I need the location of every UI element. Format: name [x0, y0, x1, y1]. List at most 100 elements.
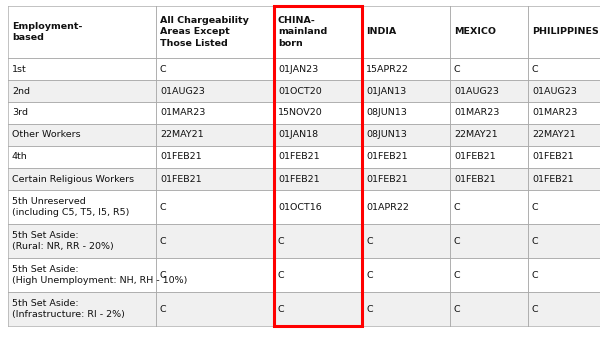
Text: 01AUG23: 01AUG23: [532, 87, 577, 95]
Text: MEXICO: MEXICO: [454, 27, 496, 37]
Text: Employment-
based: Employment- based: [12, 22, 82, 42]
Text: C: C: [366, 271, 373, 279]
Text: 01JAN13: 01JAN13: [366, 87, 406, 95]
Text: INDIA: INDIA: [366, 27, 396, 37]
Text: 08JUN13: 08JUN13: [366, 131, 407, 140]
Text: 01FEB21: 01FEB21: [366, 153, 407, 161]
Bar: [528, 102, 600, 124]
Text: C: C: [160, 202, 167, 211]
Text: 5th Set Aside:
(Rural: NR, RR - 20%): 5th Set Aside: (Rural: NR, RR - 20%): [12, 231, 114, 251]
Text: C: C: [454, 202, 461, 211]
Bar: [528, 58, 600, 80]
Bar: [450, 146, 528, 168]
Bar: [8, 224, 156, 258]
Text: 01MAR23: 01MAR23: [454, 108, 499, 118]
Text: C: C: [532, 237, 539, 246]
Bar: [450, 258, 528, 292]
Text: 01MAR23: 01MAR23: [532, 108, 577, 118]
Bar: [362, 292, 450, 326]
Text: 01FEB21: 01FEB21: [160, 153, 202, 161]
Bar: [362, 6, 450, 58]
Text: 01FEB21: 01FEB21: [532, 153, 574, 161]
Text: 4th: 4th: [12, 153, 28, 161]
Bar: [274, 168, 362, 190]
Bar: [450, 224, 528, 258]
Text: C: C: [160, 237, 167, 246]
Text: 15NOV20: 15NOV20: [278, 108, 323, 118]
Bar: [156, 102, 274, 124]
Bar: [156, 58, 274, 80]
Bar: [362, 224, 450, 258]
Bar: [274, 146, 362, 168]
Bar: [274, 6, 362, 58]
Text: 01FEB21: 01FEB21: [160, 174, 202, 184]
Text: 22MAY21: 22MAY21: [160, 131, 203, 140]
Text: 5th Set Aside:
(Infrastructure: RI - 2%): 5th Set Aside: (Infrastructure: RI - 2%): [12, 299, 125, 319]
Text: 1st: 1st: [12, 65, 27, 74]
Text: 01OCT16: 01OCT16: [278, 202, 322, 211]
Bar: [450, 292, 528, 326]
Text: 2nd: 2nd: [12, 87, 30, 95]
Bar: [156, 258, 274, 292]
Text: C: C: [454, 304, 461, 314]
Text: PHILIPPINES: PHILIPPINES: [532, 27, 599, 37]
Text: 22MAY21: 22MAY21: [454, 131, 497, 140]
Bar: [8, 6, 156, 58]
Text: 01FEB21: 01FEB21: [278, 174, 320, 184]
Text: 01JAN23: 01JAN23: [278, 65, 318, 74]
Bar: [528, 258, 600, 292]
Bar: [450, 124, 528, 146]
Bar: [274, 224, 362, 258]
Bar: [8, 190, 156, 224]
Bar: [528, 168, 600, 190]
Bar: [274, 124, 362, 146]
Bar: [156, 80, 274, 102]
Text: C: C: [532, 65, 539, 74]
Bar: [528, 224, 600, 258]
Text: Certain Religious Workers: Certain Religious Workers: [12, 174, 134, 184]
Bar: [362, 124, 450, 146]
Bar: [450, 168, 528, 190]
Text: C: C: [160, 304, 167, 314]
Text: CHINA-
mainland
born: CHINA- mainland born: [278, 16, 327, 48]
Text: C: C: [454, 271, 461, 279]
Text: 01AUG23: 01AUG23: [454, 87, 499, 95]
Bar: [8, 102, 156, 124]
Text: All Chargeability
Areas Except
Those Listed: All Chargeability Areas Except Those Lis…: [160, 16, 249, 48]
Bar: [528, 146, 600, 168]
Bar: [274, 58, 362, 80]
Text: C: C: [532, 304, 539, 314]
Text: 5th Set Aside:
(High Unemployment: NH, RH - 10%): 5th Set Aside: (High Unemployment: NH, R…: [12, 265, 187, 285]
Text: 15APR22: 15APR22: [366, 65, 409, 74]
Bar: [274, 6, 362, 326]
Bar: [362, 102, 450, 124]
Bar: [156, 224, 274, 258]
Bar: [450, 80, 528, 102]
Bar: [528, 124, 600, 146]
Text: 01FEB21: 01FEB21: [278, 153, 320, 161]
Bar: [528, 80, 600, 102]
Bar: [362, 58, 450, 80]
Text: Other Workers: Other Workers: [12, 131, 80, 140]
Bar: [450, 190, 528, 224]
Bar: [156, 124, 274, 146]
Bar: [156, 168, 274, 190]
Text: 01FEB21: 01FEB21: [366, 174, 407, 184]
Bar: [8, 124, 156, 146]
Bar: [362, 258, 450, 292]
Bar: [156, 6, 274, 58]
Bar: [362, 80, 450, 102]
Bar: [362, 146, 450, 168]
Text: C: C: [454, 65, 461, 74]
Text: 3rd: 3rd: [12, 108, 28, 118]
Bar: [528, 6, 600, 58]
Text: C: C: [160, 65, 167, 74]
Bar: [528, 190, 600, 224]
Bar: [156, 292, 274, 326]
Text: C: C: [278, 237, 284, 246]
Text: C: C: [278, 304, 284, 314]
Bar: [156, 146, 274, 168]
Text: C: C: [278, 271, 284, 279]
Bar: [450, 102, 528, 124]
Text: C: C: [366, 237, 373, 246]
